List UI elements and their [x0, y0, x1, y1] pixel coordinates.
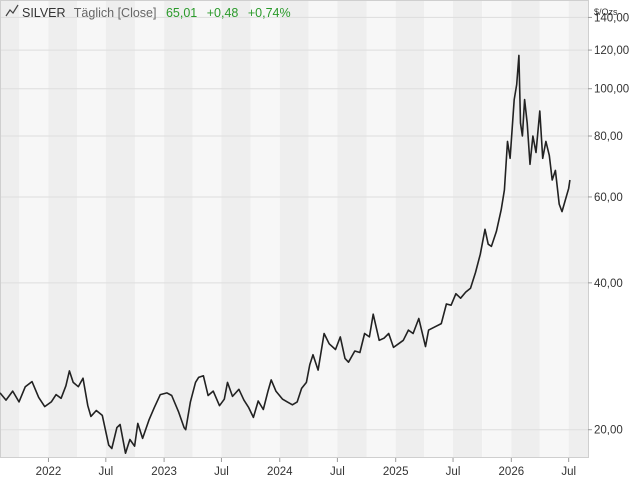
x-tick-label: Jul	[330, 466, 345, 478]
x-tick-label: Jul	[214, 466, 229, 478]
x-tick-label: 2023	[151, 466, 177, 478]
symbol-label: SILVER	[22, 6, 66, 20]
time-band	[0, 0, 19, 458]
time-band	[540, 0, 569, 458]
chart-header: SILVER Täglich [Close] 65,01 +0,48 +0,74…	[6, 5, 291, 20]
time-band	[135, 0, 164, 458]
x-tick-label: 2025	[383, 466, 409, 478]
time-band	[367, 0, 396, 458]
time-band	[453, 0, 482, 458]
header-line: SILVER Täglich [Close] 65,01 +0,48 +0,74…	[22, 6, 291, 20]
x-tick-label: Jul	[561, 466, 576, 478]
y-tick-label: 100,00	[594, 84, 629, 96]
time-band	[569, 0, 588, 458]
y-tick-label: 80,00	[594, 131, 623, 143]
time-band	[77, 0, 106, 458]
period-label: Täglich [Close]	[74, 6, 157, 20]
y-tick-label: 20,00	[594, 425, 623, 437]
time-band	[280, 0, 309, 458]
time-band	[164, 0, 193, 458]
x-tick-label: Jul	[98, 466, 113, 478]
x-tick-label: 2024	[267, 466, 293, 478]
time-bands	[0, 0, 588, 458]
change-percent: +0,74%	[248, 6, 291, 20]
x-tick-label: Jul	[446, 466, 461, 478]
y-tick-label: 40,00	[594, 278, 623, 290]
time-band	[48, 0, 77, 458]
time-band	[337, 0, 366, 458]
time-band	[106, 0, 135, 458]
x-tick-label: 2022	[36, 466, 62, 478]
x-axis: 2022 Jul 2023 Jul 2024 Jul 2025 Jul 2026 Jul	[36, 458, 576, 478]
time-band	[511, 0, 540, 458]
change-value: +0,48	[207, 6, 239, 20]
time-band	[396, 0, 425, 458]
unit-label: $/Ozs	[594, 7, 618, 17]
time-band	[424, 0, 453, 458]
x-tick-label: 2026	[499, 466, 525, 478]
last-value: 65,01	[166, 6, 197, 20]
y-tick-label: 60,00	[594, 192, 623, 204]
time-band	[309, 0, 338, 458]
y-tick-label: 120,00	[594, 45, 629, 57]
